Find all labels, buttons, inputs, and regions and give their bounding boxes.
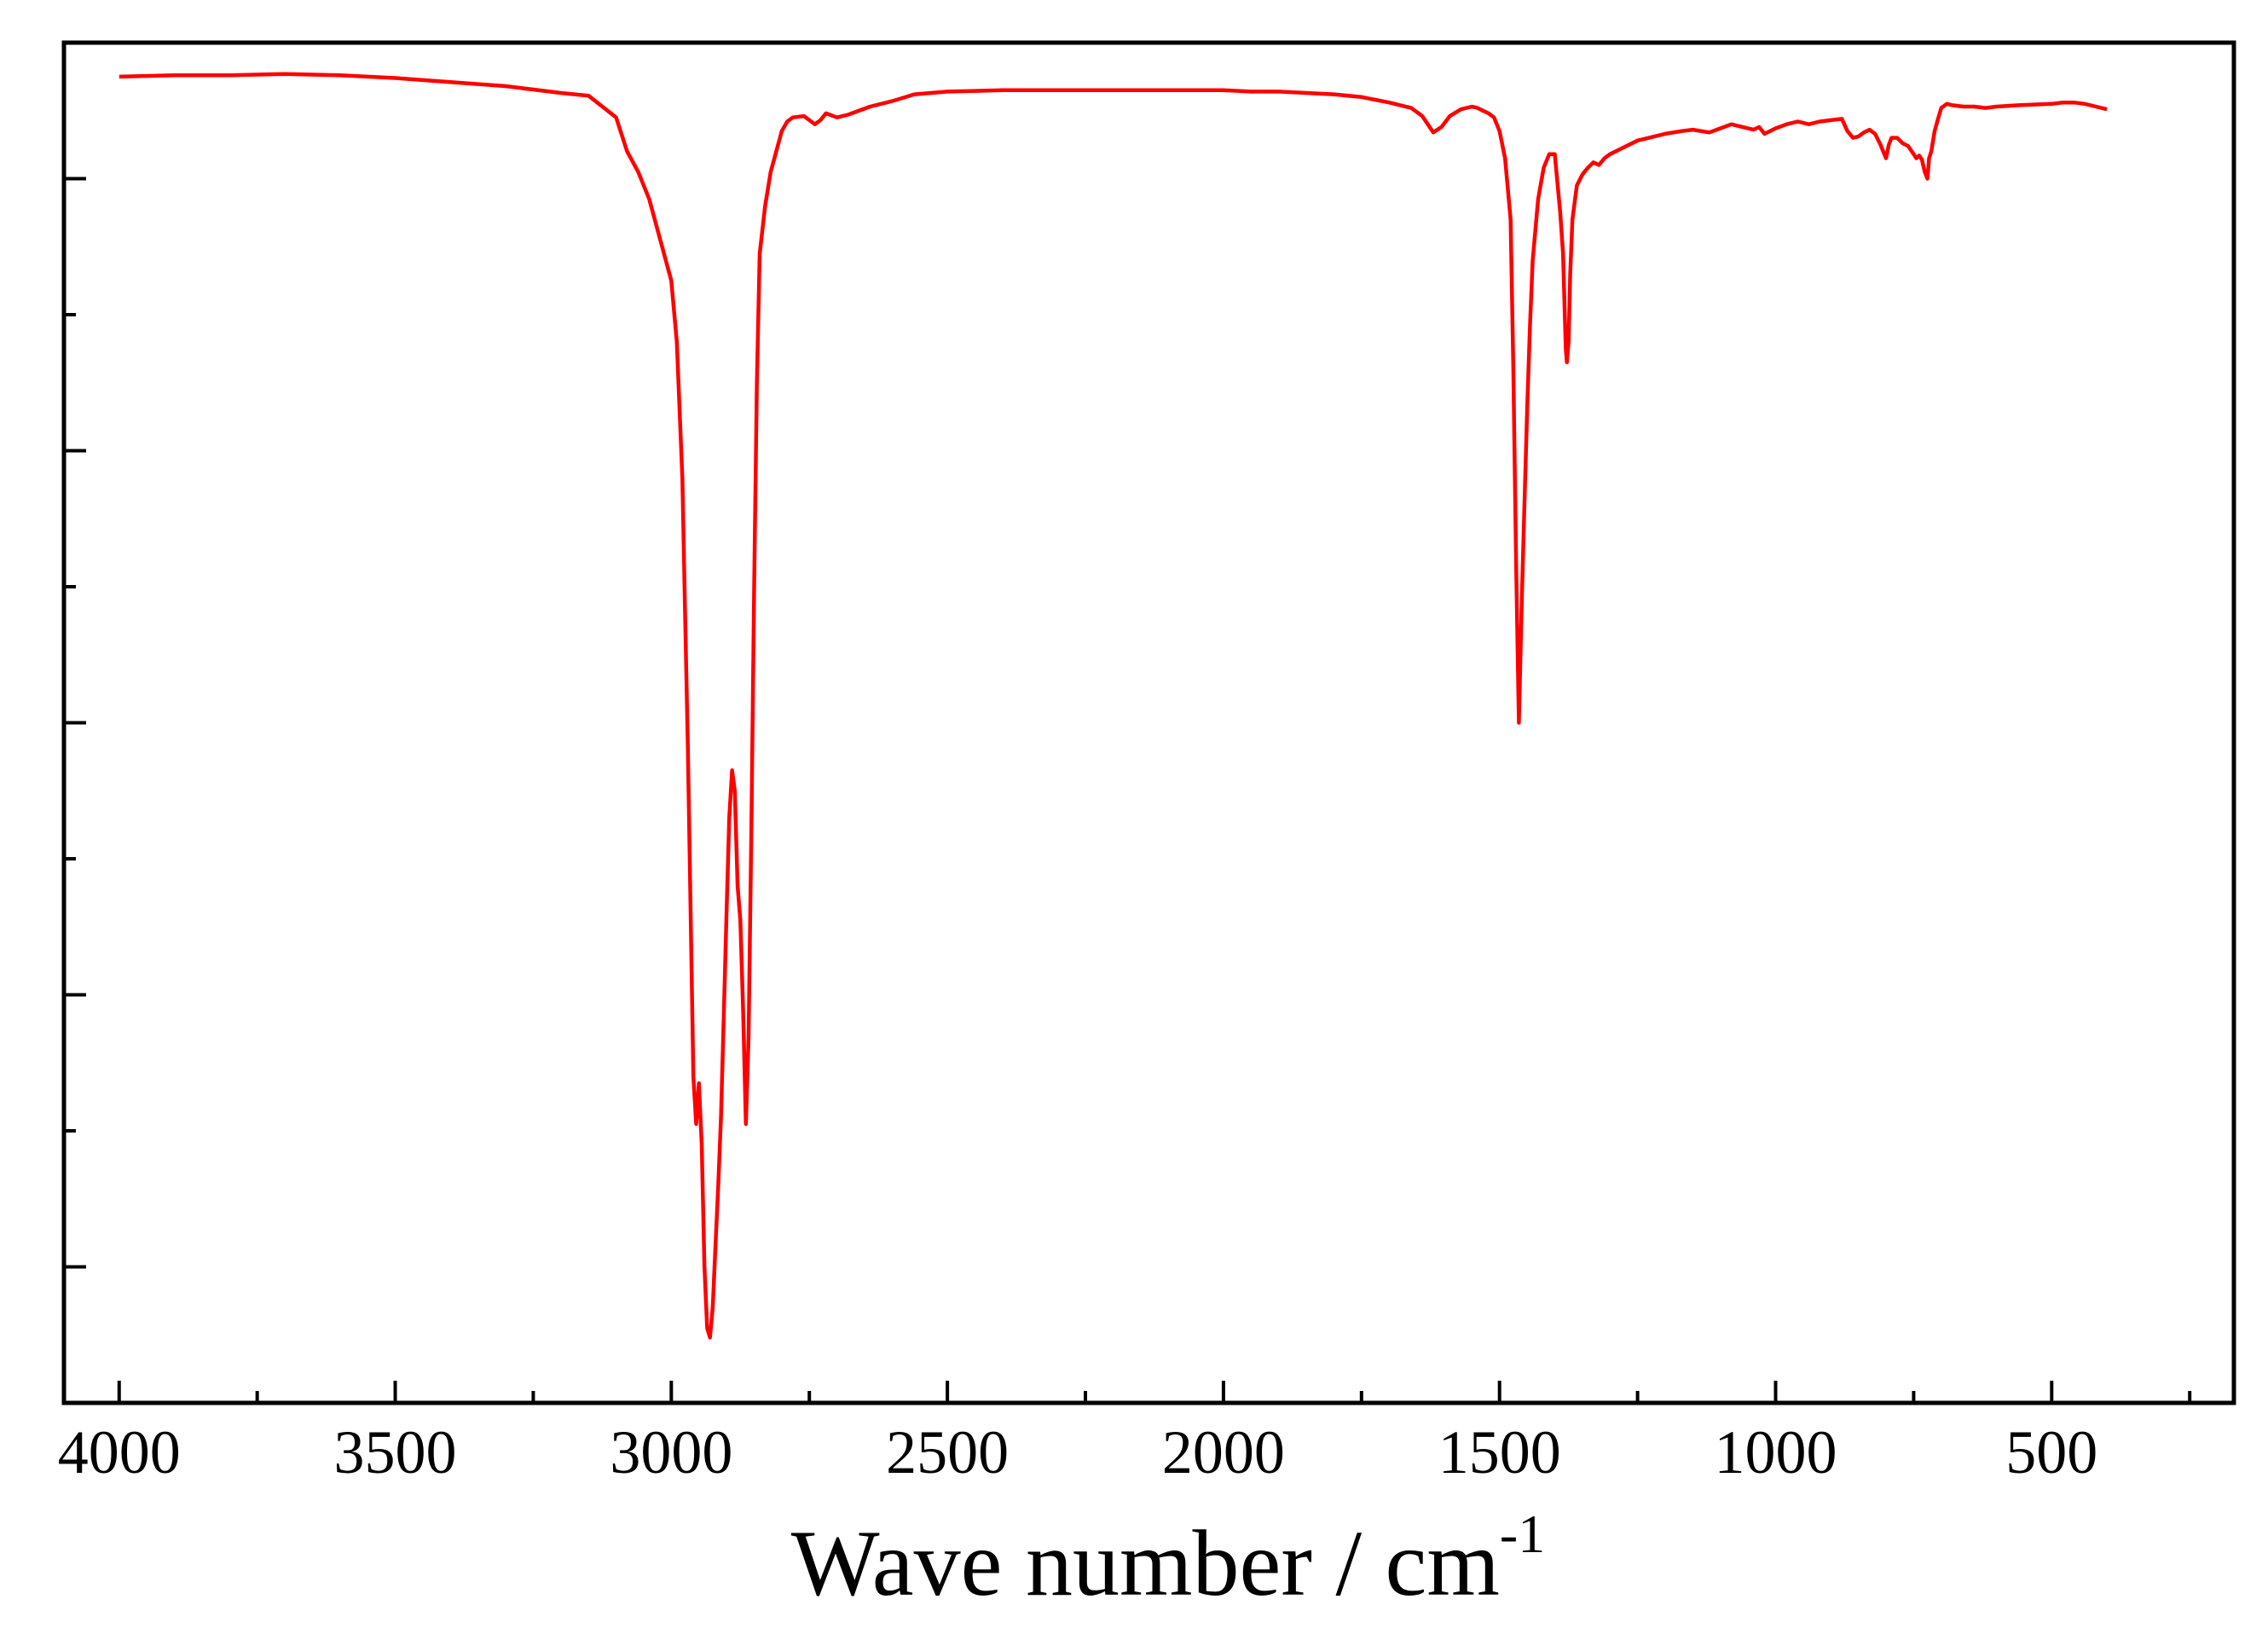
- x-minor-ticks: [255, 1391, 2192, 1403]
- spectrum-line: [119, 72, 2108, 1340]
- x-axis-title-text: Wave number / cm: [791, 1511, 1500, 1615]
- y-minor-ticks: [64, 313, 76, 1133]
- x-axis-title: Wave number / cm-1: [791, 1504, 1545, 1615]
- plot-frame: [61, 40, 2236, 1405]
- x-tick-labels: 4000 3500 3000 2500 2000 1500 1000 500: [58, 1418, 2098, 1486]
- x-tick-label: 3000: [610, 1418, 732, 1486]
- x-tick-label: 2000: [1162, 1418, 1285, 1486]
- x-axis-title-superscript: -1: [1500, 1504, 1545, 1564]
- x-tick-label: 1500: [1438, 1418, 1561, 1486]
- x-tick-label: 3500: [334, 1418, 457, 1486]
- x-major-ticks: [117, 1381, 2054, 1403]
- y-major-ticks: [64, 177, 86, 1269]
- x-tick-label: 2500: [886, 1418, 1009, 1486]
- x-tick-label: 4000: [58, 1418, 181, 1486]
- x-tick-label: 500: [2005, 1418, 2097, 1486]
- x-tick-label: 1000: [1715, 1418, 1837, 1486]
